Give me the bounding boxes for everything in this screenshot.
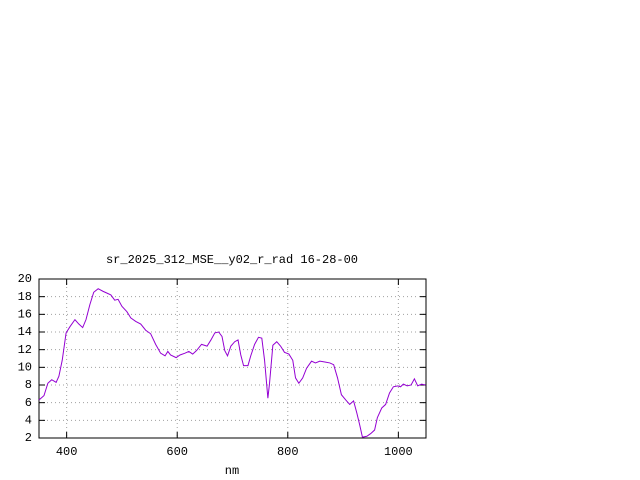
y-tick-label: 14: [18, 325, 32, 339]
plot-border: [38, 278, 427, 439]
x-axis-label: nm: [225, 464, 239, 478]
chart-title: sr_2025_312_MSE__y02_r_rad 16-28-00: [106, 253, 358, 267]
y-tick-label: 16: [18, 308, 32, 322]
y-tick-label: 12: [18, 343, 32, 357]
data-line: [38, 288, 426, 438]
x-tick-label: 800: [277, 445, 299, 459]
y-tick-label: 8: [25, 378, 32, 392]
y-tick-label: 18: [18, 290, 32, 304]
y-tick-label: 6: [25, 396, 32, 410]
y-tick-label: 4: [25, 414, 32, 428]
y-tick-label: 20: [18, 272, 32, 286]
y-tick-label: 2: [25, 431, 32, 445]
x-tick-label: 400: [56, 445, 78, 459]
x-tick-label: 1000: [384, 445, 413, 459]
x-tick-label: 600: [166, 445, 188, 459]
y-tick-label: 10: [18, 361, 32, 375]
